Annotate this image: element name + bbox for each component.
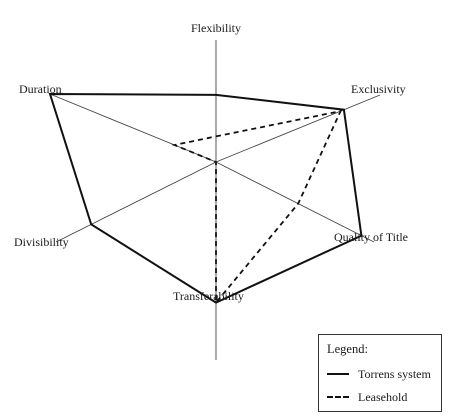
axis-label-quality-of-title: Quality of Title: [334, 230, 408, 245]
dashed-line-swatch: [327, 396, 349, 398]
legend-item-leasehold: Leasehold: [327, 389, 407, 405]
legend-title: Legend:: [327, 342, 368, 357]
series-polygon-torrens: [50, 94, 361, 303]
series-polygon-leasehold: [175, 111, 341, 303]
legend-item-torrens: Torrens system: [327, 366, 431, 382]
axis-label-exclusivity: Exclusivity: [351, 82, 406, 97]
axis-label-divisibility: Divisibility: [14, 235, 69, 250]
legend: Legend: Torrens system Leasehold: [318, 334, 442, 412]
legend-item-label: Torrens system: [358, 367, 431, 382]
series-polygons: [50, 94, 361, 303]
solid-line-swatch: [327, 373, 349, 375]
axis-label-flexibility: Flexibility: [191, 21, 241, 36]
axis-label-duration: Duration: [19, 82, 62, 97]
axis-label-transferability: Transferability: [173, 289, 244, 304]
legend-item-label: Leasehold: [358, 390, 407, 405]
axis-line-divisibility: [56, 162, 216, 242]
axis-lines: [50, 40, 380, 360]
